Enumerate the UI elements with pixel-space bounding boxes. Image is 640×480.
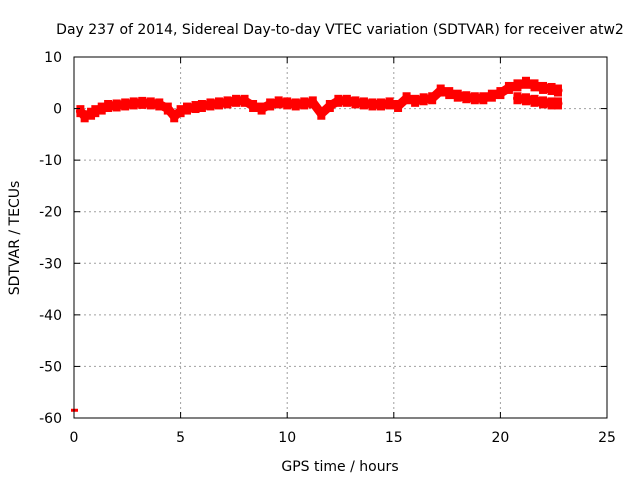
data-point bbox=[530, 79, 539, 92]
data-point bbox=[402, 92, 411, 105]
data-point bbox=[170, 110, 179, 123]
y-tick-label: -20 bbox=[39, 205, 62, 221]
data-point bbox=[553, 97, 562, 110]
data-point bbox=[547, 97, 556, 110]
data-point bbox=[182, 102, 191, 115]
y-tick-label: -30 bbox=[39, 256, 62, 272]
x-tick-label: 25 bbox=[598, 430, 616, 446]
data-point bbox=[513, 79, 522, 92]
data-point bbox=[334, 94, 343, 107]
plot-frame bbox=[73, 56, 608, 419]
data-point bbox=[266, 98, 275, 111]
data-point bbox=[359, 97, 368, 110]
data-point bbox=[76, 105, 85, 118]
data-point bbox=[300, 97, 309, 110]
data-point bbox=[521, 93, 530, 106]
data-point bbox=[138, 96, 147, 109]
data-point bbox=[470, 92, 479, 105]
data-point bbox=[462, 91, 471, 104]
data-point bbox=[453, 89, 462, 102]
data-point bbox=[308, 96, 317, 109]
data-point bbox=[325, 99, 334, 112]
x-tick-label: 10 bbox=[278, 430, 296, 446]
data-point bbox=[496, 87, 505, 100]
data-point bbox=[283, 97, 292, 110]
data-point bbox=[521, 76, 530, 89]
data-point bbox=[539, 96, 548, 109]
data-point bbox=[411, 94, 420, 107]
data-point bbox=[342, 94, 351, 107]
data-point bbox=[547, 82, 556, 95]
data-point bbox=[91, 105, 100, 118]
data-point bbox=[291, 98, 300, 111]
data-point bbox=[155, 98, 164, 111]
grid bbox=[74, 57, 607, 418]
data-point bbox=[351, 96, 360, 109]
x-tick-label: 5 bbox=[176, 430, 185, 446]
tick-labels: 0 5 10 15 20 25 10 0 -10 -20 -30 -40 -50 -60 bbox=[39, 50, 616, 446]
data-point bbox=[257, 102, 266, 115]
y-tick-label: 10 bbox=[44, 50, 62, 66]
data-point bbox=[394, 99, 403, 112]
data-layer bbox=[71, 76, 563, 412]
data-point bbox=[146, 97, 155, 110]
data-point bbox=[80, 110, 89, 123]
data-point bbox=[176, 105, 185, 118]
y-tick-label: -40 bbox=[39, 308, 62, 324]
data-point bbox=[232, 94, 241, 107]
data-point bbox=[87, 107, 96, 120]
x-tick-label: 20 bbox=[491, 430, 509, 446]
data-point bbox=[104, 99, 113, 112]
x-axis-label: GPS time / hours bbox=[281, 459, 398, 475]
y-axis-label: SDTVAR / TECUs bbox=[7, 181, 23, 296]
data-point bbox=[163, 102, 172, 115]
data-point bbox=[191, 101, 200, 114]
y-tick-label: -10 bbox=[39, 153, 62, 169]
data-point bbox=[214, 97, 223, 110]
data-point bbox=[539, 81, 548, 94]
data-point bbox=[487, 89, 496, 102]
data-point bbox=[385, 97, 394, 110]
data-point bbox=[553, 84, 562, 97]
x-tick-label: 15 bbox=[385, 430, 403, 446]
y-tick-label: 0 bbox=[53, 102, 62, 118]
data-point bbox=[197, 99, 206, 112]
x-tick-label: 0 bbox=[70, 430, 79, 446]
data-point bbox=[112, 99, 121, 112]
data-point bbox=[97, 102, 106, 115]
data-point bbox=[206, 98, 215, 111]
data-point bbox=[419, 93, 428, 106]
y-tick-label: -50 bbox=[39, 359, 62, 375]
chart-title: Day 237 of 2014, Sidereal Day-to-day VTE… bbox=[56, 22, 624, 38]
data-point bbox=[436, 84, 445, 97]
data-point bbox=[479, 92, 488, 105]
data-point bbox=[240, 94, 249, 107]
data-point bbox=[274, 96, 283, 109]
data-point bbox=[513, 92, 522, 105]
data-point bbox=[317, 107, 326, 120]
data-point bbox=[129, 97, 138, 110]
data-point bbox=[223, 96, 232, 109]
data-point bbox=[368, 98, 377, 111]
y-tick-label: -60 bbox=[39, 411, 62, 427]
data-point bbox=[377, 98, 386, 111]
data-point bbox=[121, 98, 130, 111]
data-point bbox=[530, 94, 539, 107]
data-point bbox=[504, 81, 513, 94]
ticks bbox=[73, 56, 608, 419]
data-point bbox=[249, 99, 258, 112]
data-point bbox=[428, 92, 437, 105]
data-point bbox=[445, 87, 454, 100]
